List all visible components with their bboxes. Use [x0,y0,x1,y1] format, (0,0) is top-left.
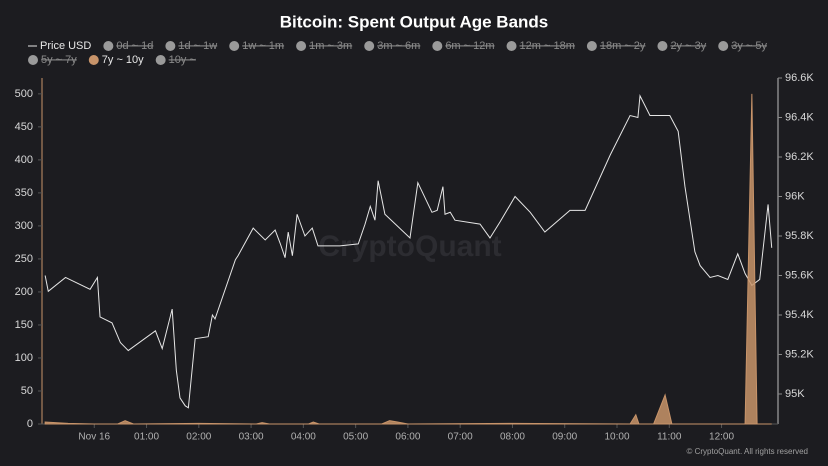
x-tick-label: 06:00 [395,432,420,443]
legend-label[interactable]: 1m ~ 3m [309,40,352,52]
y-tick-label: 200 [15,286,33,298]
y2-tick-label: 95.2K [785,348,814,360]
legend-label[interactable]: 12m ~ 18m [520,40,575,52]
legend-label[interactable]: 6m ~ 12m [445,40,494,52]
y2-tick-label: 96.4K [785,111,814,123]
y-tick-label: 400 [15,154,33,166]
legend-marker [88,55,99,65]
legend-marker [103,41,114,51]
y-tick-label: 50 [21,385,33,397]
legend-label[interactable]: 3m ~ 6m [377,40,420,52]
x-tick-label: 05:00 [343,432,368,443]
legend-marker [364,41,375,51]
y2-tick-label: 95.4K [785,309,814,321]
x-tick-label: 12:00 [709,432,734,443]
y2-tick-label: 95K [785,388,805,400]
y-tick-label: 450 [15,121,33,133]
y-tick-label: 0 [27,418,33,430]
chart-title: Bitcoin: Spent Output Age Bands [280,12,549,31]
y-tick-label: 300 [15,220,33,232]
x-tick-label: 03:00 [239,432,264,443]
x-tick-label: 02:00 [186,432,211,443]
x-tick-label: 11:00 [657,432,682,443]
credit: © CryptoQuant. All rights reserved [687,447,809,456]
y2-tick-label: 96K [785,190,805,202]
price-line [44,94,773,409]
x-tick-label: 10:00 [604,432,629,443]
x-tick-label: 07:00 [448,432,473,443]
legend-marker [229,41,240,51]
legend-marker [586,41,597,51]
legend-label[interactable]: 2y ~ 3y [670,40,706,52]
legend-label[interactable]: 3y ~ 5y [731,40,767,52]
y-tick-label: 500 [15,88,33,100]
y2-tick-label: 95.6K [785,269,814,281]
legend-marker [28,55,38,65]
legend-label[interactable]: 7y ~ 10y [102,54,144,66]
legend-marker [155,55,166,65]
legend-label[interactable]: 1w ~ 1m [242,40,284,52]
legend-marker [506,41,517,51]
x-tick-label: 09:00 [552,432,577,443]
x-tick-label: 01:00 [134,432,159,443]
legend-label[interactable]: 10y ~ [169,54,196,66]
y2-tick-label: 96.6K [785,72,814,84]
legend-label[interactable]: Price USD [40,40,91,52]
y-tick-label: 350 [15,187,33,199]
legend-label[interactable]: 18m ~ 2y [600,40,646,52]
y-tick-label: 100 [15,352,33,364]
y2-tick-label: 96.2K [785,151,814,163]
x-tick-label: 04:00 [291,432,316,443]
legend-marker [165,41,176,51]
y-tick-label: 150 [15,319,33,331]
legend-marker [657,41,668,51]
y2-tick-label: 95.8K [785,230,814,242]
legend-label[interactable]: 1d ~ 1w [178,40,217,52]
legend-label[interactable]: 5y ~ 7y [41,54,77,66]
x-tick-label: Nov 16 [78,432,110,443]
legend-marker [718,41,729,51]
x-tick-label: 08:00 [500,432,525,443]
area [44,93,772,425]
legend-marker [296,41,307,51]
legend-marker [432,41,443,51]
legend-label[interactable]: 0d ~ 1d [116,40,153,52]
y-tick-label: 250 [15,253,33,265]
